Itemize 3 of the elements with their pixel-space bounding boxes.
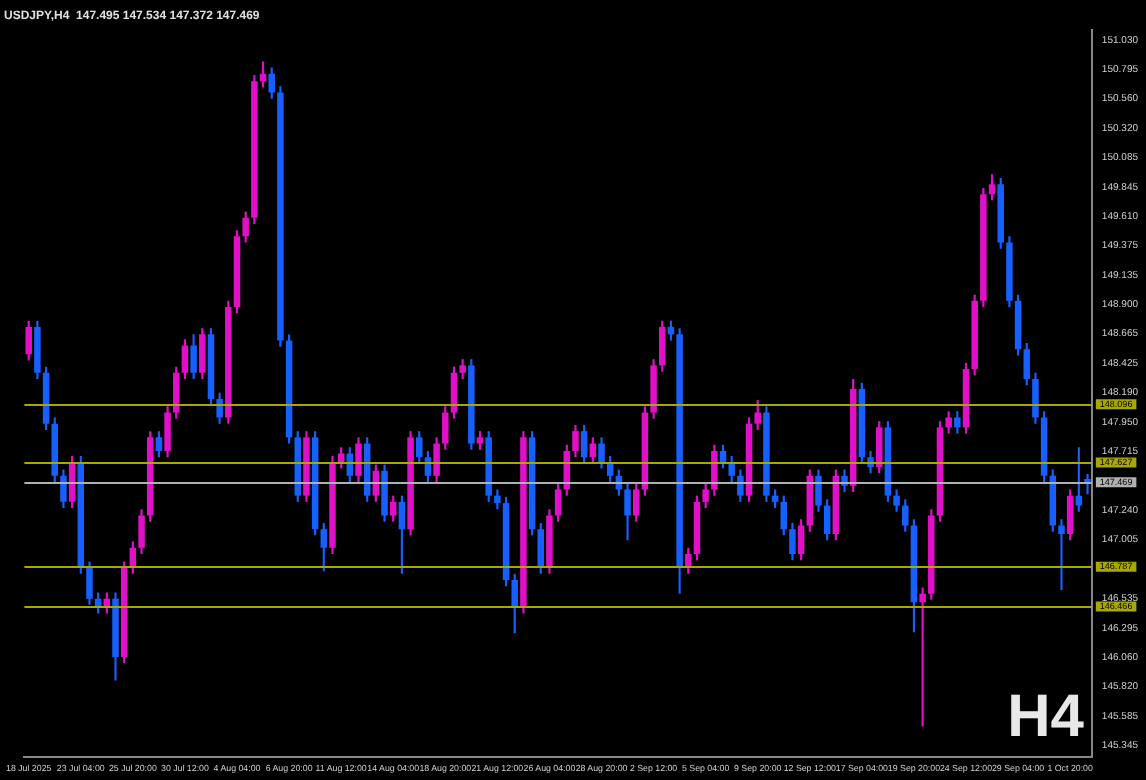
candlestick — [1058, 519, 1065, 590]
candlestick — [1084, 474, 1091, 495]
annotation: H4 — [1007, 683, 1085, 750]
